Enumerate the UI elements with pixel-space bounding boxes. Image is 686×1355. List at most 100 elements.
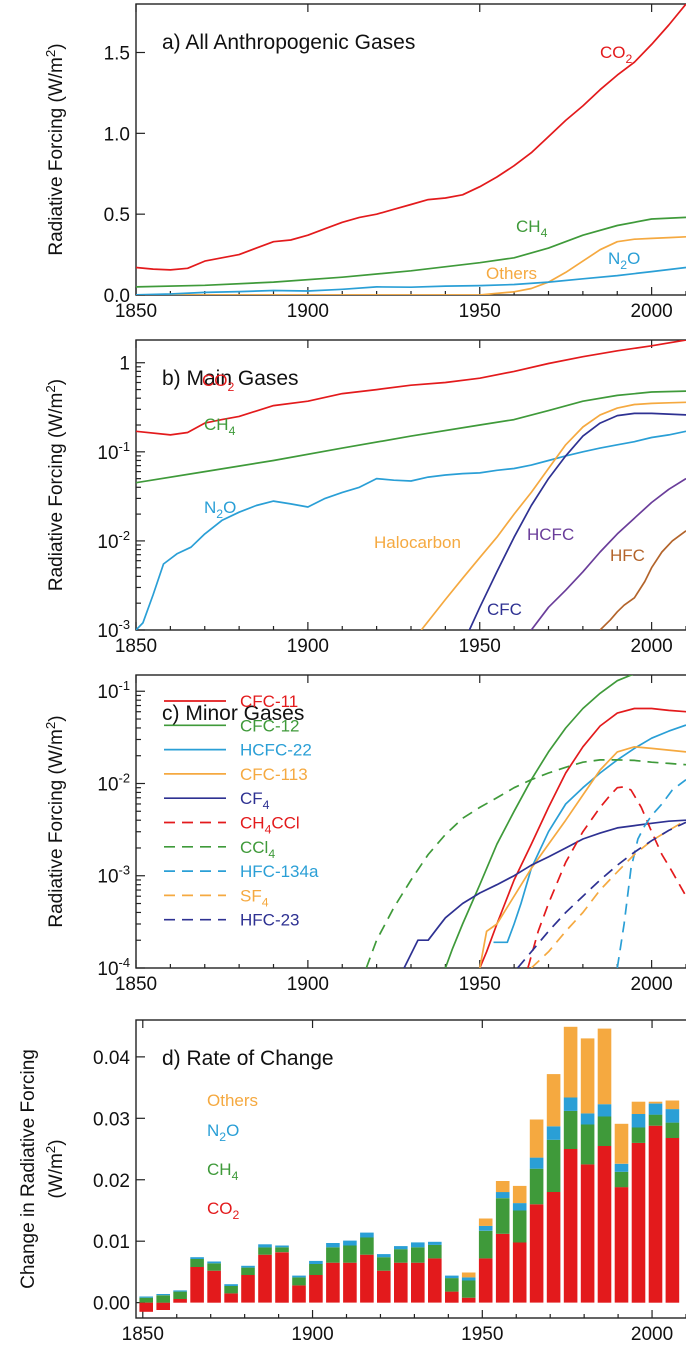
series-line-ccl4 bbox=[365, 759, 686, 968]
bar-co2 bbox=[665, 1138, 680, 1303]
bar-n2o bbox=[275, 1245, 289, 1248]
bar-co2 bbox=[343, 1262, 357, 1303]
bar-co2 bbox=[495, 1233, 510, 1303]
y-tick-label: 0.03 bbox=[93, 1109, 130, 1130]
bar-co2 bbox=[207, 1270, 221, 1303]
bar-ch4 bbox=[309, 1263, 323, 1275]
x-tick-label: 1950 bbox=[459, 636, 501, 657]
bar-n2o bbox=[597, 1104, 612, 1117]
bar-n2o bbox=[241, 1265, 255, 1268]
series-label-ch4: CH4 bbox=[204, 415, 236, 438]
bar-ch4 bbox=[173, 1291, 187, 1299]
x-tick-label: 1850 bbox=[115, 301, 157, 322]
series-line-n2o bbox=[136, 430, 686, 630]
bar-co2 bbox=[326, 1262, 340, 1303]
bar-co2 bbox=[563, 1149, 578, 1303]
bar-others bbox=[563, 1026, 578, 1098]
series-line-ch4 bbox=[136, 390, 686, 484]
series-line-cfc-113 bbox=[478, 745, 686, 968]
panel-title: d) Rate of Change bbox=[162, 1047, 334, 1070]
series-line-hfc-134a bbox=[616, 779, 686, 968]
bar-n2o bbox=[360, 1232, 374, 1238]
series-line-cfc bbox=[468, 412, 686, 630]
bar-others bbox=[461, 1272, 476, 1278]
bar-n2o bbox=[377, 1254, 391, 1258]
bar-others bbox=[546, 1074, 561, 1127]
series-line-ch3ccl3 bbox=[527, 785, 686, 968]
series-line-n2o bbox=[136, 266, 686, 295]
bar-others bbox=[580, 1038, 595, 1114]
plot-frame bbox=[135, 339, 686, 631]
series-line-ch4 bbox=[136, 216, 686, 288]
plot-frame bbox=[135, 1019, 686, 1319]
bar-n2o bbox=[258, 1244, 272, 1248]
series-line-others bbox=[136, 235, 686, 295]
bar-n2o bbox=[665, 1109, 680, 1123]
bar-ch4 bbox=[343, 1245, 357, 1263]
bar-co2 bbox=[377, 1270, 391, 1303]
panel-title: b) Main Gases bbox=[162, 367, 299, 390]
bar-ch4 bbox=[139, 1297, 153, 1303]
bar-ch4 bbox=[529, 1168, 544, 1205]
bar-ch4 bbox=[394, 1249, 408, 1263]
series-label-n2o: N2O bbox=[608, 249, 640, 272]
series-line-hfc bbox=[599, 530, 686, 630]
bar-ch4 bbox=[292, 1277, 306, 1286]
bar-n2o bbox=[563, 1097, 578, 1111]
y-tick-label: 1 bbox=[119, 354, 130, 375]
bar-n2o bbox=[512, 1203, 527, 1211]
bar-n2o bbox=[648, 1103, 663, 1115]
panel-c: 1850 1900 1950 2000 10-1 10-2 10-3 10-4 Radiativ… bbox=[43, 674, 686, 995]
x-tick-label: 1950 bbox=[459, 974, 501, 995]
bar-others bbox=[512, 1185, 527, 1204]
bar-n2o bbox=[292, 1275, 306, 1278]
series-label-others: Others bbox=[486, 264, 537, 283]
legend-label-ch4: CH4 bbox=[207, 1160, 239, 1183]
x-tick-label: 1900 bbox=[291, 1324, 333, 1345]
x-tick-label: 1900 bbox=[287, 974, 329, 995]
y-axis-label: Radiative Forcing (W/m2) bbox=[43, 715, 67, 927]
legend-label-cfc-113: CFC-113 bbox=[240, 765, 308, 784]
bar-n2o bbox=[309, 1260, 323, 1264]
y-tick-label: 1.0 bbox=[104, 124, 130, 145]
bar-others bbox=[631, 1101, 646, 1114]
bar-ch4 bbox=[190, 1259, 204, 1267]
bar-ch4 bbox=[580, 1124, 595, 1165]
bar-co2 bbox=[648, 1125, 663, 1303]
bar-n2o bbox=[580, 1113, 595, 1125]
panel-title: a) All Anthropogenic Gases bbox=[162, 31, 415, 54]
series-line-hfc-23 bbox=[516, 821, 686, 968]
series-label-cfc: CFC bbox=[487, 600, 522, 619]
panel-a: 1850 1900 1950 2000 0.0 0.5 1.0 1.5 Radiative Fo… bbox=[43, 3, 686, 322]
legend-label-cfc-12: CFC-12 bbox=[240, 716, 300, 735]
x-tick-label: 2000 bbox=[630, 974, 672, 995]
bar-co2 bbox=[580, 1164, 595, 1303]
bar-co2 bbox=[309, 1275, 323, 1303]
x-tick-label: 2000 bbox=[631, 1324, 673, 1345]
x-tick-label: 1850 bbox=[115, 974, 157, 995]
bar-co2 bbox=[411, 1262, 425, 1303]
y-tick-label: 10-2 bbox=[97, 770, 130, 795]
y-tick-label: 10-3 bbox=[97, 617, 130, 642]
y-tick-label: 10-2 bbox=[97, 528, 130, 553]
bar-co2 bbox=[173, 1299, 187, 1303]
bar-ch4 bbox=[156, 1295, 170, 1303]
plot-area bbox=[136, 340, 686, 630]
legend-label-cf4: CF4 bbox=[240, 789, 270, 812]
legend-label-ch3ccl3: CH4CCl bbox=[240, 814, 300, 837]
bar-n2o bbox=[428, 1241, 442, 1245]
bar-co2 bbox=[428, 1258, 442, 1303]
bar-n2o bbox=[207, 1261, 221, 1264]
panel-b: 1850 1900 1950 2000 1 10-1 10-2 10-3 Radiative F… bbox=[43, 339, 686, 657]
x-tick-label: 1950 bbox=[459, 301, 501, 322]
bar-ch4 bbox=[241, 1267, 255, 1275]
bar-ch4 bbox=[207, 1263, 221, 1271]
bar-ch4 bbox=[648, 1114, 663, 1126]
panel-d: 1850 1900 1950 2000 0.00 0.01 0.02 0.03 0.04 Chan… bbox=[18, 1019, 686, 1345]
bar-ch4 bbox=[478, 1230, 493, 1259]
series-line-cf4 bbox=[403, 819, 686, 968]
bar-co2 bbox=[461, 1297, 476, 1303]
bar-n2o bbox=[394, 1246, 408, 1250]
bar-ch4 bbox=[224, 1286, 238, 1294]
